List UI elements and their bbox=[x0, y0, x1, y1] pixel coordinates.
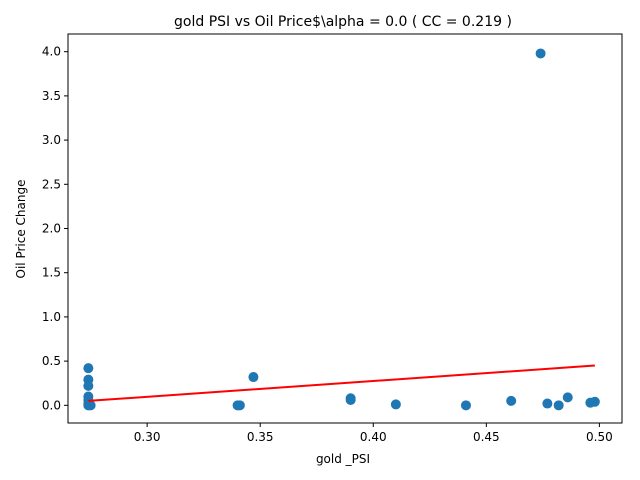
data-point bbox=[460, 400, 471, 411]
x-axis-label: gold _PSI bbox=[316, 452, 370, 466]
y-axis: 0.0 0.5 1.0 1.5 2.0 2.5 3.0 3.5 4.0 bbox=[42, 45, 68, 412]
data-point bbox=[83, 380, 94, 391]
y-tick-label: 0.5 bbox=[42, 354, 61, 368]
x-axis: 0.30 0.35 0.40 0.45 0.50 bbox=[134, 423, 613, 444]
data-point bbox=[248, 372, 259, 383]
y-axis-label: Oil Price Change bbox=[14, 180, 28, 279]
data-point bbox=[589, 396, 600, 407]
data-point bbox=[553, 400, 564, 411]
data-point bbox=[562, 392, 573, 403]
y-tick-label: 1.0 bbox=[42, 310, 61, 324]
y-tick-label: 3.0 bbox=[42, 133, 61, 147]
x-tick-label: 0.50 bbox=[586, 430, 613, 444]
plot-area bbox=[83, 48, 600, 411]
x-tick-label: 0.40 bbox=[360, 430, 387, 444]
x-tick-label: 0.30 bbox=[134, 430, 161, 444]
axes-frame bbox=[67, 33, 623, 424]
y-tick-label: 1.5 bbox=[42, 266, 61, 280]
data-point bbox=[535, 48, 546, 59]
data-point bbox=[345, 395, 356, 406]
data-point bbox=[234, 400, 245, 411]
data-point bbox=[83, 363, 94, 374]
x-tick-label: 0.35 bbox=[247, 430, 274, 444]
y-tick-label: 4.0 bbox=[42, 45, 61, 59]
chart-title: gold PSI vs Oil Price$\alpha = 0.0 ( CC … bbox=[174, 14, 512, 30]
data-point bbox=[542, 398, 553, 409]
y-tick-label: 2.5 bbox=[42, 177, 61, 191]
data-point bbox=[390, 399, 401, 410]
regression-line bbox=[88, 364, 595, 402]
y-tick-label: 3.5 bbox=[42, 89, 61, 103]
y-tick-label: 0.0 bbox=[42, 398, 61, 412]
data-point bbox=[85, 400, 96, 411]
data-point bbox=[506, 395, 517, 406]
x-tick-label: 0.45 bbox=[473, 430, 500, 444]
y-tick-label: 2.0 bbox=[42, 222, 61, 236]
